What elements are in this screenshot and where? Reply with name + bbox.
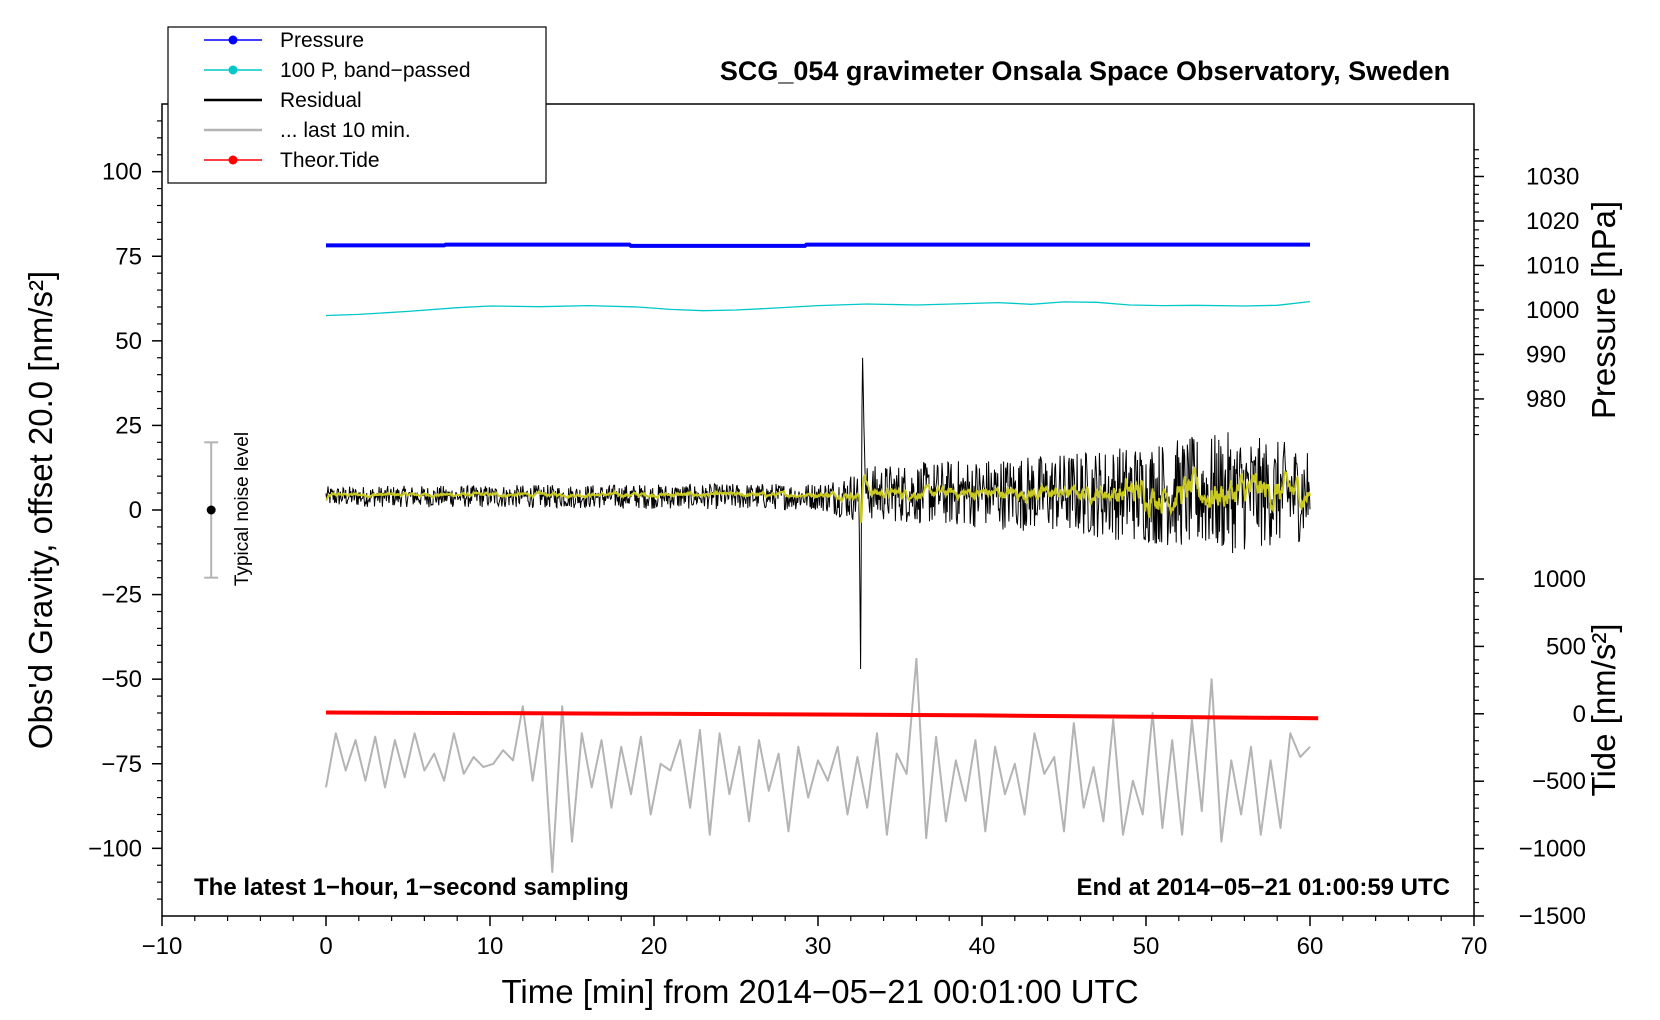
x-tick-label: 70 (1461, 933, 1488, 960)
y-tick-label: 100 (102, 159, 142, 186)
y-tick-label: −25 (101, 582, 142, 609)
legend-label: 100 P, band−passed (280, 59, 471, 82)
y-tick-label: 75 (115, 243, 142, 270)
legend-label: ... last 10 min. (280, 119, 411, 142)
y-axis-pressure: 1030 1020 1010 1000 990 980 (1474, 149, 1579, 436)
legend-marker (228, 155, 238, 165)
y-tick-label: 0 (129, 497, 142, 524)
y-axis-gravity: 100 75 50 25 0 −25 −50 −75 −100 (88, 120, 162, 900)
series-band-passed (325, 300, 1311, 317)
x-tick-label: 50 (1133, 933, 1160, 960)
noise-level-label: Typical noise level (232, 432, 253, 586)
tide-tick-label: 1000 (1533, 566, 1586, 593)
pressure-tick-label: 1000 (1526, 297, 1579, 324)
y-tick-label: −50 (101, 666, 142, 693)
y-tick-label: 50 (115, 328, 142, 355)
x-tick-label: 10 (477, 933, 504, 960)
x-tick-label: 30 (805, 933, 832, 960)
legend-marker (228, 35, 238, 45)
x-axis-label: Time [min] from 2014−05−21 00:01:00 UTC (501, 973, 1138, 1010)
tide-tick-label: −1000 (1519, 836, 1586, 863)
y-axis-label-pressure: Pressure [hPa] (1585, 201, 1622, 419)
legend: Pressure 100 P, band−passed Residual ... la… (167, 26, 547, 184)
pressure-tick-label: 980 (1526, 386, 1566, 413)
y-tick-label: −100 (88, 835, 142, 862)
series-group (325, 242, 1319, 873)
x-tick-label: −10 (142, 933, 183, 960)
x-axis: −10 0 10 20 30 40 50 60 70 (142, 916, 1488, 960)
pressure-tick-label: 990 (1526, 341, 1566, 368)
series-last-10-min (325, 657, 1311, 873)
tide-tick-label: 0 (1573, 701, 1586, 728)
y-tick-label: 25 (115, 412, 142, 439)
x-tick-label: 40 (969, 933, 996, 960)
legend-label: Pressure (280, 29, 364, 52)
noise-level-indicator (204, 441, 219, 579)
chart-title: SCG_054 gravimeter Onsala Space Observat… (720, 56, 1450, 86)
y-axis-label-gravity: Obs'd Gravity, offset 20.0 [nm/s²] (22, 271, 59, 749)
annotation-end-time: End at 2014−05−21 01:00:59 UTC (1076, 874, 1450, 901)
x-tick-label: 0 (319, 933, 332, 960)
pressure-tick-label: 1020 (1526, 208, 1579, 235)
tide-tick-label: −500 (1532, 768, 1586, 795)
y-axis-tide: 1000 500 0 −500 −1000 −1500 (1474, 566, 1586, 930)
tide-tick-label: −1500 (1519, 903, 1586, 930)
x-tick-label: 60 (1297, 933, 1324, 960)
tide-tick-label: 500 (1546, 633, 1586, 660)
y-tick-label: −75 (101, 751, 142, 778)
series-pressure (326, 242, 1310, 248)
legend-label: Theor.Tide (280, 149, 380, 172)
series-residual-smoothed (325, 467, 1311, 523)
legend-marker (228, 65, 238, 75)
series-tide (325, 710, 1319, 721)
legend-label: Residual (280, 89, 362, 112)
x-tick-label: 20 (641, 933, 668, 960)
annotation-sampling: The latest 1−hour, 1−second sampling (194, 874, 629, 901)
y-axis-label-tide: Tide [nm/s²] (1585, 624, 1622, 797)
pressure-tick-label: 1010 (1526, 252, 1579, 279)
noise-center-dot (206, 505, 216, 515)
series-residual (325, 357, 1311, 670)
pressure-tick-label: 1030 (1526, 163, 1579, 190)
